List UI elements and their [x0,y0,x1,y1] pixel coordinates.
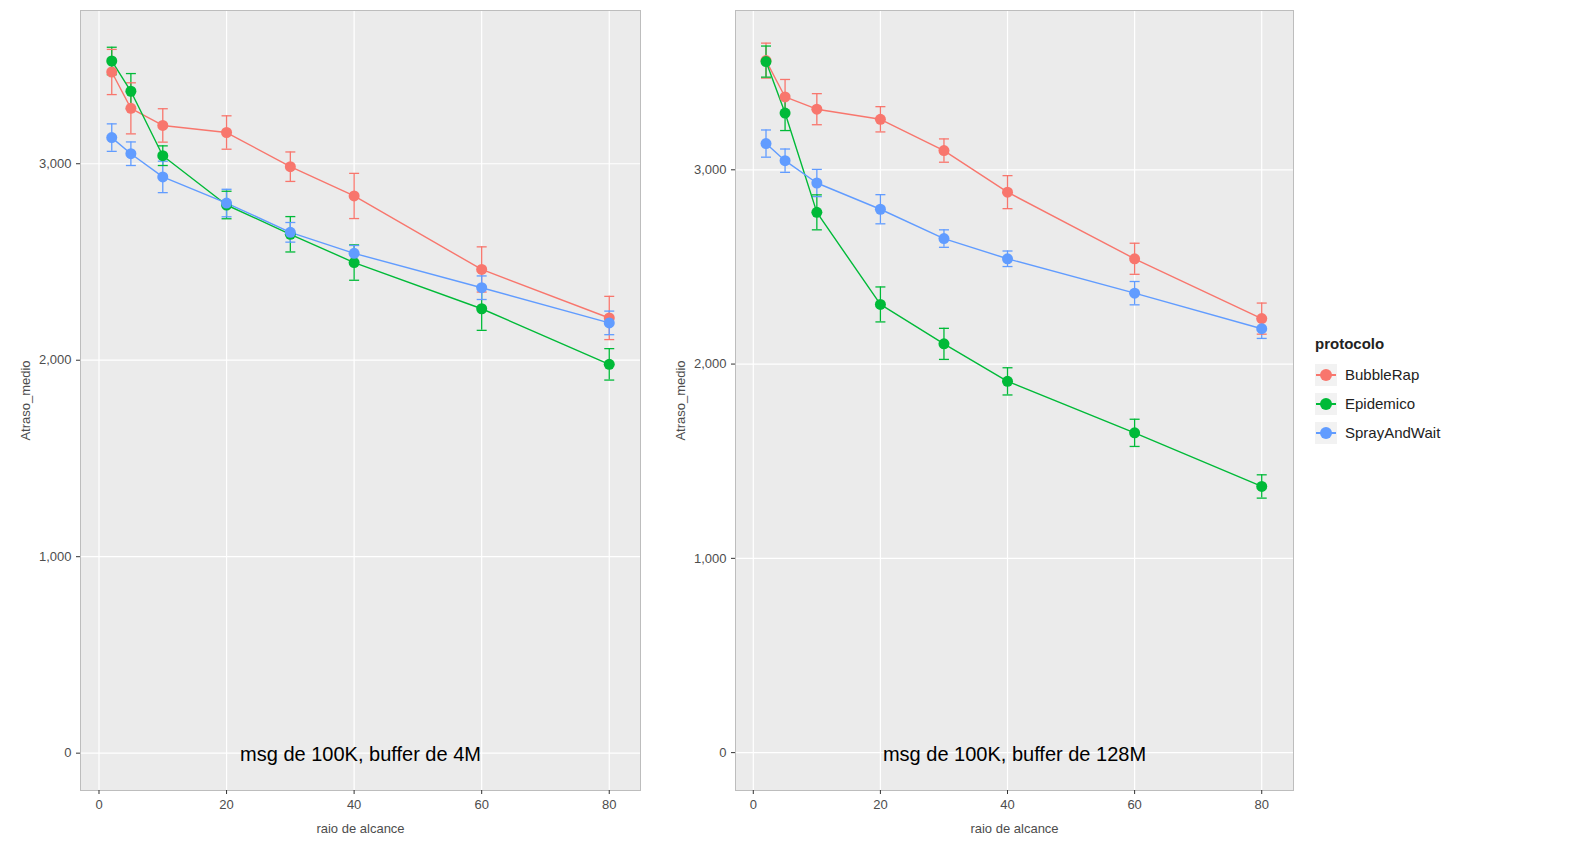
svg-text:msg de 100K, buffer de 128M: msg de 100K, buffer de 128M [883,743,1146,765]
svg-text:0: 0 [719,745,726,760]
html-text:BubbleRap: BubbleRap [1345,366,1420,383]
svg-text:60: 60 [1127,797,1141,812]
html-text:SprayAndWait: SprayAndWait [1345,424,1441,441]
svg-text:2,000: 2,000 [39,352,72,367]
svg-text:1,000: 1,000 [694,551,727,566]
svg-text:Atraso_medio: Atraso_medio [673,360,688,440]
svg-text:80: 80 [602,797,616,812]
svg-text:3,000: 3,000 [39,156,72,171]
svg-text:1,000: 1,000 [39,549,72,564]
svg-text:0: 0 [64,745,71,760]
svg-text:0: 0 [95,797,102,812]
html-text:Epidemico: Epidemico [1345,395,1415,412]
svg-text:msg de 100K, buffer de 4M: msg de 100K, buffer de 4M [240,743,481,765]
svg-text:60: 60 [474,797,488,812]
html-text:protocolo: protocolo [1315,335,1385,352]
svg-text:40: 40 [1000,797,1014,812]
svg-text:2,000: 2,000 [694,356,727,371]
svg-text:Atraso_medio: Atraso_medio [18,360,33,440]
svg-text:raio de alcance: raio de alcance [316,821,404,836]
svg-text:80: 80 [1254,797,1268,812]
svg-text:20: 20 [219,797,233,812]
svg-text:40: 40 [347,797,361,812]
svg-text:raio de alcance: raio de alcance [970,821,1058,836]
svg-text:20: 20 [873,797,887,812]
svg-text:3,000: 3,000 [694,162,727,177]
svg-text:0: 0 [750,797,757,812]
